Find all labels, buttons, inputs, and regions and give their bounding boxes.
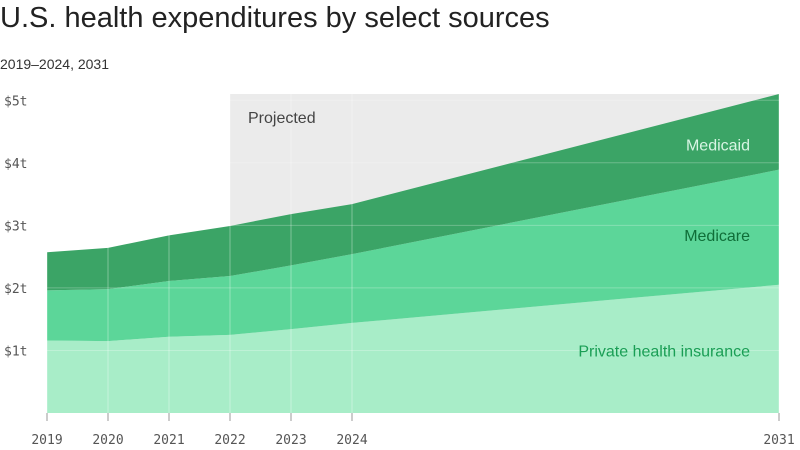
series-label-medicaid: Medicaid (686, 137, 750, 154)
x-tick-label: 2031 (763, 433, 794, 448)
series-label-medicare: Medicare (684, 228, 750, 245)
y-tick-label: $2t (4, 282, 27, 297)
chart-subtitle: 2019–2024, 2031 (0, 56, 109, 72)
x-tick-label: 2022 (214, 433, 245, 448)
area-medicaid (47, 94, 779, 291)
x-tick-label: 2020 (92, 433, 123, 448)
x-tick-label: 2023 (275, 433, 306, 448)
y-tick-label: $4t (4, 157, 27, 172)
projected-label: Projected (248, 110, 316, 127)
x-tick-label: 2019 (31, 433, 62, 448)
series-label-private-health-insurance: Private health insurance (578, 343, 750, 360)
x-tick-label: 2024 (336, 433, 367, 448)
area-medicare (47, 169, 779, 342)
chart-title: U.S. health expenditures by select sourc… (0, 2, 550, 34)
y-tick-label: $1t (4, 344, 27, 359)
y-tick-label: $3t (4, 219, 27, 234)
area-private-health-insurance (47, 284, 779, 413)
x-tick-label: 2021 (153, 433, 184, 448)
y-tick-label: $5t (4, 94, 27, 109)
